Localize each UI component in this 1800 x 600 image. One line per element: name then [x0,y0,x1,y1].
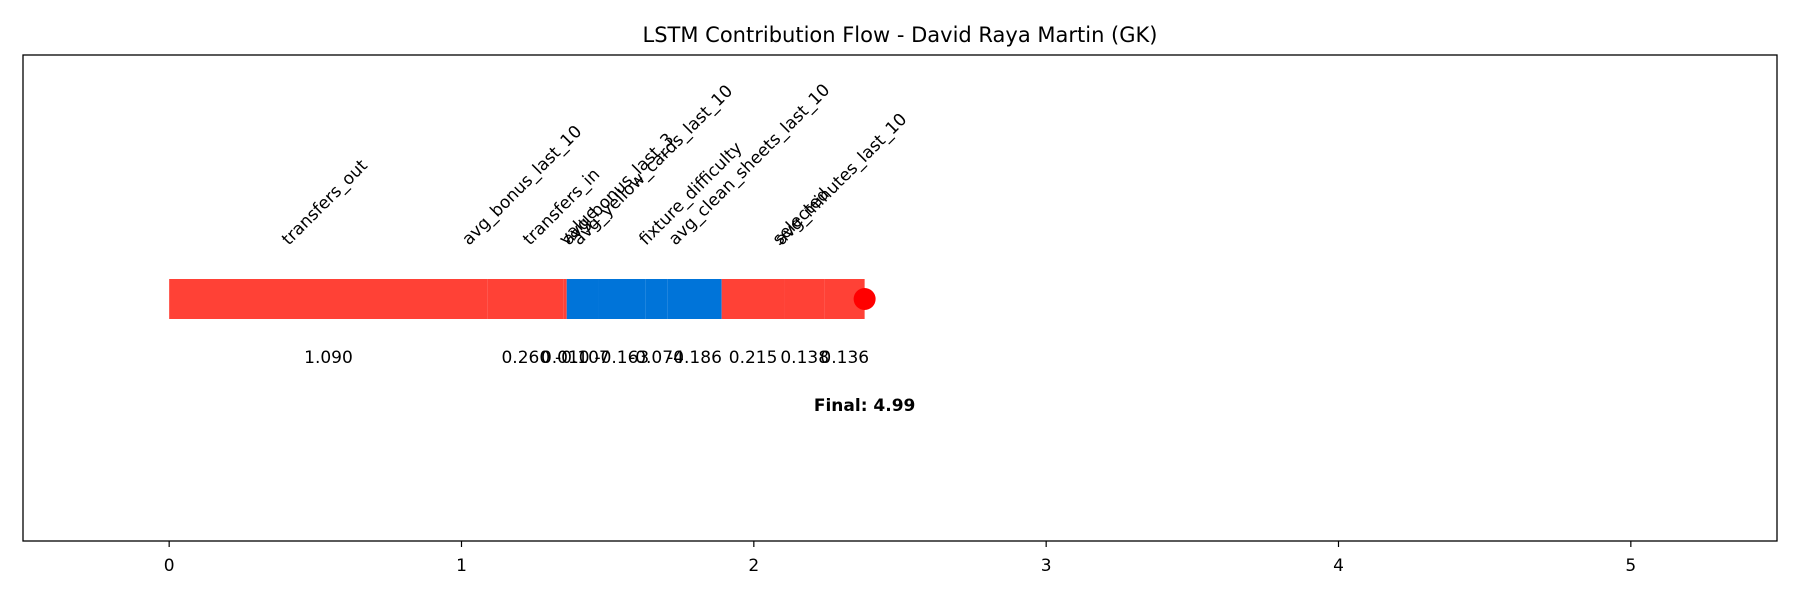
feature-label: transfers_out [278,156,372,250]
x-tick-label: 5 [1625,556,1636,576]
bar-segment [645,279,668,319]
bar-segment [598,279,646,319]
bar-segment [721,279,785,319]
value-label: -0.163 [594,348,649,368]
end-marker [853,288,876,310]
value-label: 0.010 [541,348,590,368]
x-tick-label: 2 [748,556,759,576]
bar-segment [784,279,825,319]
plot-frame [22,54,1778,542]
bar-segment [563,279,567,319]
value-label: 0.260 [501,348,550,368]
final-label: Final: 4.99 [814,396,916,416]
bar-segment [169,279,488,319]
value-label: -0.107 [555,348,610,368]
value-label: 1.090 [304,348,353,368]
value-label: 0.136 [820,348,869,368]
x-tick-label: 0 [164,556,175,576]
x-tick-label: 1 [456,556,467,576]
bar-segment [487,279,564,319]
x-tick-label: 3 [1041,556,1052,576]
value-label: -0.074 [629,348,684,368]
x-tick-label: 4 [1333,556,1344,576]
bar-segment [667,279,722,319]
value-label: -0.186 [667,348,722,368]
value-label: 0.215 [729,348,778,368]
chart-title: LSTM Contribution Flow - David Raya Mart… [643,23,1158,47]
value-label: 0.138 [780,348,829,368]
bar-segment [566,279,599,319]
